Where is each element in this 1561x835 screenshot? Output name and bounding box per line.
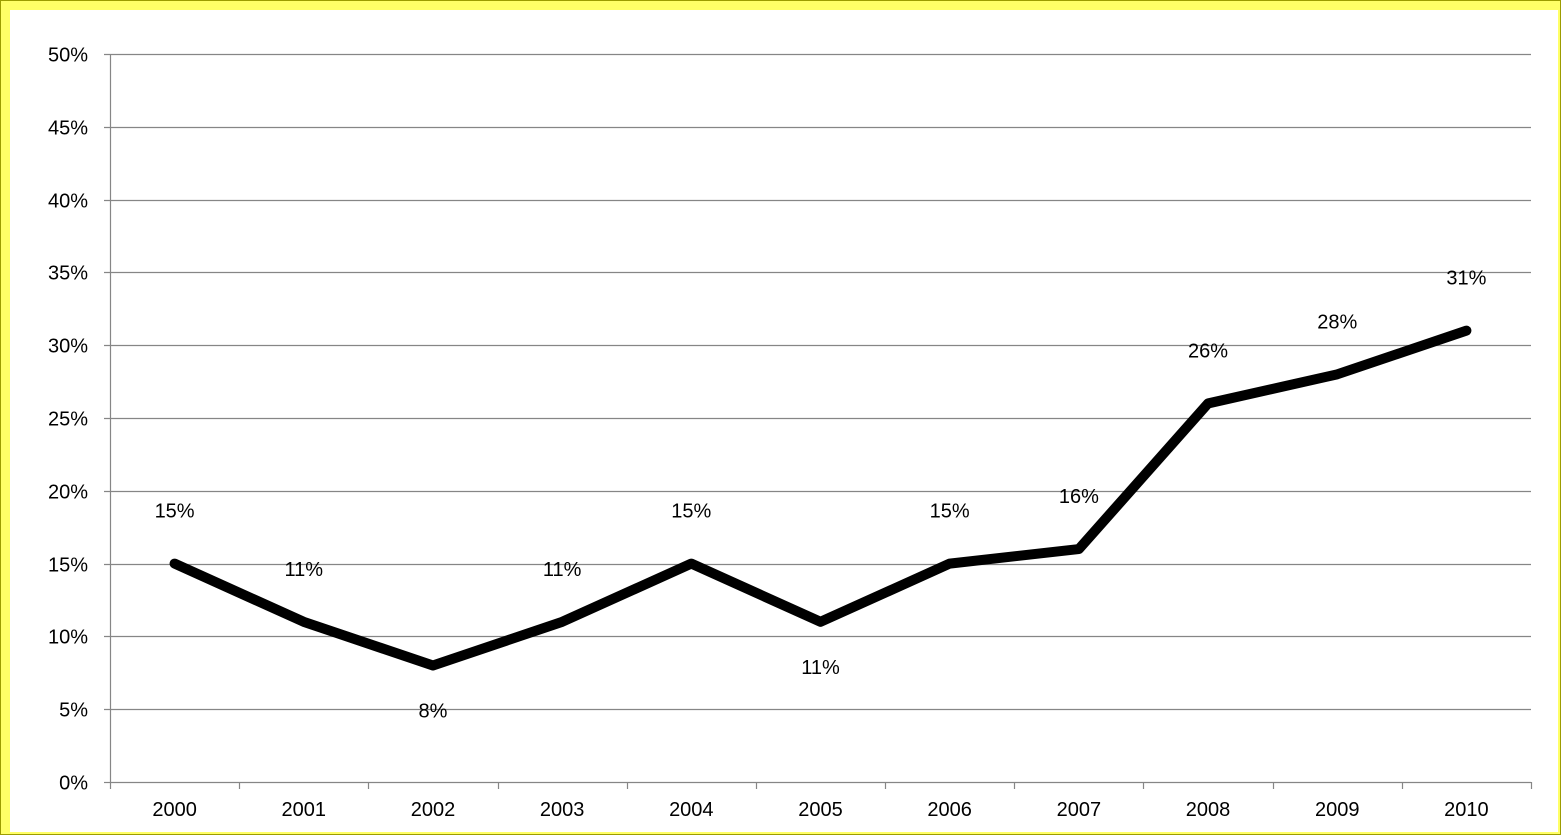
data-label: 15% bbox=[671, 501, 711, 523]
x-tick-label: 2004 bbox=[669, 799, 714, 821]
y-tick-label: 5% bbox=[59, 700, 88, 722]
y-tick-label: 10% bbox=[48, 627, 88, 649]
data-label: 11% bbox=[284, 559, 323, 581]
data-label: 15% bbox=[930, 501, 970, 523]
y-tick-label: 25% bbox=[48, 409, 88, 431]
x-axis-tick-labels: 2000 2001 2002 2003 2004 2005 2006 2007 2008 2009… bbox=[152, 799, 1488, 821]
data-label: 26% bbox=[1188, 340, 1228, 362]
x-tick-label: 2005 bbox=[798, 799, 843, 821]
x-tick-label: 2009 bbox=[1315, 799, 1360, 821]
x-tick-label: 2010 bbox=[1444, 799, 1489, 821]
data-label: 16% bbox=[1059, 486, 1099, 508]
y-tick-label: 0% bbox=[59, 773, 88, 795]
data-label: 11% bbox=[801, 657, 840, 679]
data-label: 28% bbox=[1317, 311, 1357, 333]
x-tick-label: 2006 bbox=[927, 799, 972, 821]
x-tick-label: 2007 bbox=[1057, 799, 1102, 821]
y-tick-label: 20% bbox=[48, 482, 88, 504]
gridlines bbox=[104, 53, 1531, 711]
x-tick-label: 2008 bbox=[1186, 799, 1231, 821]
y-axis-tick-labels: 0% 5% 10% 15% 20% 25% 30% 35% 40% 45% 50% bbox=[48, 45, 88, 795]
data-label: 15% bbox=[155, 501, 195, 523]
data-labels: 15% 11% 8% 11% 15% 11% 15% 16% 26% 28% 31% bbox=[155, 268, 1487, 723]
x-tick-label: 2000 bbox=[152, 799, 197, 821]
y-tick-label: 45% bbox=[48, 118, 88, 140]
y-tick-label: 15% bbox=[48, 555, 88, 577]
data-label: 8% bbox=[419, 701, 448, 723]
axes bbox=[104, 54, 1533, 789]
x-tick-label: 2001 bbox=[282, 799, 327, 821]
data-label: 11% bbox=[543, 559, 582, 581]
y-tick-label: 40% bbox=[48, 191, 88, 213]
y-tick-label: 30% bbox=[48, 336, 88, 358]
series-line bbox=[169, 325, 1472, 671]
series bbox=[169, 325, 1472, 671]
x-tick-label: 2003 bbox=[540, 799, 585, 821]
data-label: 31% bbox=[1446, 268, 1486, 290]
y-tick-label: 50% bbox=[48, 45, 88, 67]
x-tick-label: 2002 bbox=[411, 799, 456, 821]
y-tick-label: 35% bbox=[48, 263, 88, 285]
